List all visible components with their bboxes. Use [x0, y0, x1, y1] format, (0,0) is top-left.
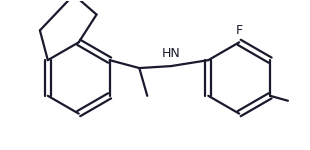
Text: F: F: [236, 24, 243, 37]
Text: HN: HN: [162, 47, 180, 60]
